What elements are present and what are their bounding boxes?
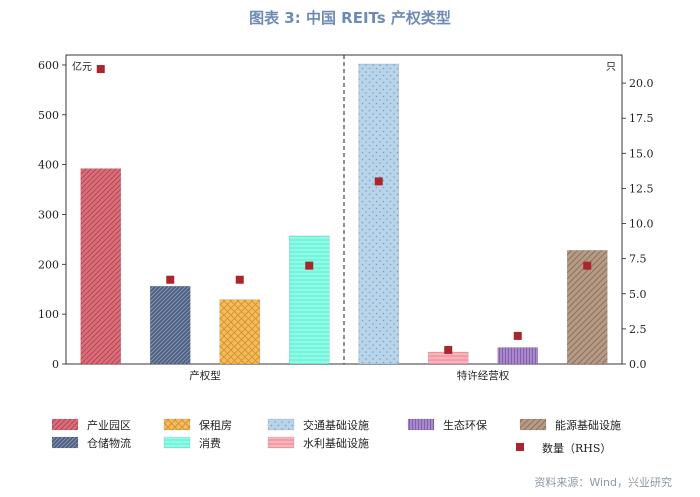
legend-label: 生态环保 <box>443 418 487 432</box>
y-left-tick-label: 0 <box>52 358 59 371</box>
count-marker-2 <box>166 275 175 284</box>
legend-label: 数量（RHS） <box>542 442 611 455</box>
bar-chart: 0 100 200 300 400 500 600 0.0 2.5 5.0 7.5 10.0 12.5 1… <box>38 54 654 455</box>
y-left-tick-label: 200 <box>38 258 59 271</box>
bar-1-hatch <box>80 168 121 364</box>
bar-4-hatch <box>289 235 330 364</box>
count-marker-8 <box>583 261 592 270</box>
legend-label: 消费 <box>199 436 221 450</box>
y-right-tick-label: 20.0 <box>629 77 654 90</box>
count-marker-5 <box>374 177 383 186</box>
legend-label: 产业园区 <box>87 418 131 432</box>
y-left-tick-label: 100 <box>38 308 59 321</box>
legend-swatch-hatch <box>164 419 190 430</box>
y-right-tick-label: 2.5 <box>629 323 647 336</box>
bar-6-hatch <box>428 352 469 364</box>
legend-marker <box>516 443 524 451</box>
y-left-tick-label: 500 <box>38 109 59 122</box>
bar-2-hatch <box>150 286 191 364</box>
y-right-tick-label: 10.0 <box>629 218 654 231</box>
legend-label: 仓储物流 <box>87 436 131 450</box>
y-right-axis-label: 只 <box>606 62 616 73</box>
legend-swatch-hatch <box>164 437 190 448</box>
count-marker-6 <box>444 345 453 354</box>
count-marker-3 <box>235 275 244 284</box>
group-label: 产权型 <box>189 369 221 382</box>
y-left-tick-label: 600 <box>38 59 59 72</box>
legend-label: 能源基础设施 <box>555 418 621 432</box>
legend-swatch-hatch <box>52 437 78 448</box>
legend-swatch-hatch <box>520 419 546 430</box>
legend-label: 交通基础设施 <box>303 418 369 432</box>
bar-7-hatch <box>497 347 538 364</box>
legend-swatch-hatch <box>268 419 294 430</box>
count-marker-1 <box>96 65 105 74</box>
y-right-tick-label: 12.5 <box>629 182 654 195</box>
legend-label: 水利基础设施 <box>303 437 369 450</box>
y-left-tick-label: 400 <box>38 159 59 172</box>
y-right-tick-label: 15.0 <box>629 147 654 160</box>
y-right-tick-label: 0.0 <box>629 358 647 371</box>
y-left-axis-label: 亿元 <box>72 60 92 73</box>
bar-3-hatch <box>219 299 260 364</box>
source-note: 资料来源：Wind，兴业研究 <box>534 476 672 489</box>
bar-5-hatch <box>358 63 399 364</box>
group-label: 特许经营权 <box>457 369 510 382</box>
legend-swatch-hatch <box>52 419 78 430</box>
y-right-tick-label: 7.5 <box>629 253 647 266</box>
y-left-tick-label: 300 <box>38 208 59 221</box>
count-marker-7 <box>513 331 522 340</box>
y-right-tick-label: 5.0 <box>629 288 647 301</box>
y-right-tick-label: 17.5 <box>629 112 654 125</box>
legend-label: 保租房 <box>199 418 232 432</box>
legend-swatch-hatch <box>268 437 294 448</box>
legend-swatch-hatch <box>408 419 434 430</box>
chart-title: 图表 3: 中国 REITs 产权类型 <box>249 9 451 27</box>
count-marker-4 <box>305 261 314 270</box>
